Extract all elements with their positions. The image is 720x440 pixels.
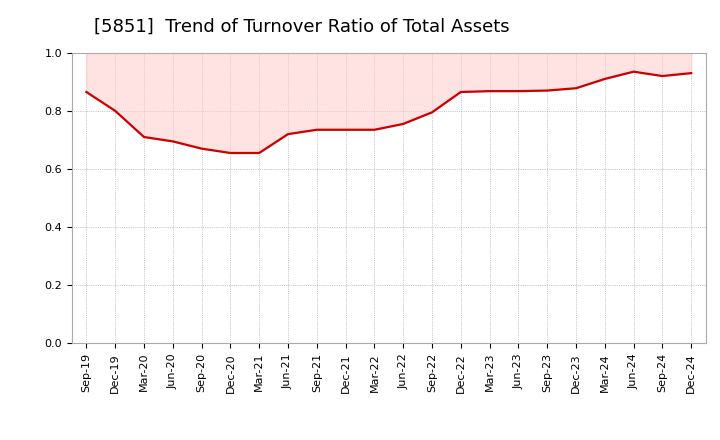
Text: [5851]  Trend of Turnover Ratio of Total Assets: [5851] Trend of Turnover Ratio of Total … (94, 18, 509, 36)
